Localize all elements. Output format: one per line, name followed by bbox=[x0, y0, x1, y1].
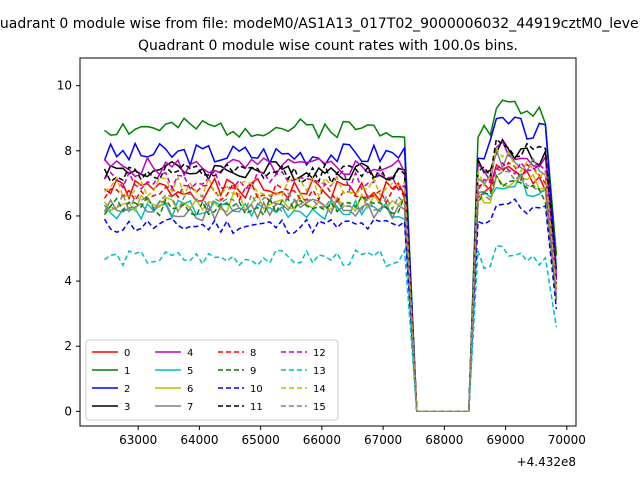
series-line-10 bbox=[103, 198, 558, 413]
legend-label-15: 15 bbox=[313, 402, 326, 413]
x-tick-label: 69000 bbox=[486, 433, 524, 447]
legend-label-13: 13 bbox=[313, 366, 326, 377]
series-line-13 bbox=[104, 244, 558, 413]
y-tick-label: 0 bbox=[64, 404, 72, 418]
series-line-12 bbox=[103, 161, 558, 413]
x-offset-label: +4.432e8 bbox=[517, 455, 576, 469]
legend-label-2: 2 bbox=[124, 384, 130, 395]
plot-area bbox=[103, 99, 558, 413]
legend-label-14: 14 bbox=[313, 384, 326, 395]
legend-label-3: 3 bbox=[124, 402, 130, 413]
x-tick-label: 67000 bbox=[364, 433, 402, 447]
legend-label-9: 9 bbox=[250, 366, 256, 377]
legend-label-7: 7 bbox=[187, 402, 193, 413]
y-tick-label: 10 bbox=[57, 79, 72, 93]
x-tick-label: 68000 bbox=[425, 433, 463, 447]
x-tick-label: 64000 bbox=[180, 433, 218, 447]
legend-label-4: 4 bbox=[187, 348, 193, 359]
chart-title: Quadrant 0 module wise count rates with … bbox=[138, 38, 518, 54]
series-line-3 bbox=[103, 138, 558, 413]
series-line-1 bbox=[104, 99, 558, 413]
legend-label-6: 6 bbox=[187, 384, 193, 395]
legend-label-0: 0 bbox=[124, 348, 130, 359]
legend-label-10: 10 bbox=[250, 384, 263, 395]
y-tick-label: 4 bbox=[64, 274, 72, 288]
legend-label-11: 11 bbox=[250, 402, 263, 413]
y-tick-label: 8 bbox=[64, 144, 72, 158]
x-tick-label: 70000 bbox=[548, 433, 586, 447]
legend-box bbox=[85, 339, 339, 421]
legend-label-1: 1 bbox=[124, 366, 130, 377]
legend-label-5: 5 bbox=[187, 366, 193, 377]
series-line-15 bbox=[104, 170, 558, 413]
series-line-14 bbox=[104, 147, 558, 413]
axis-ticks: 63000 64000 65000 66000 67000 68000 69000 70000… bbox=[57, 79, 586, 447]
x-tick-label: 65000 bbox=[242, 433, 280, 447]
x-tick-label: 63000 bbox=[119, 433, 157, 447]
axes-frame bbox=[79, 57, 577, 427]
series-line-11 bbox=[103, 137, 558, 413]
y-tick-label: 2 bbox=[64, 339, 72, 353]
figure-suptitle: Light curves for Quadrant 0 module wise … bbox=[0, 16, 640, 32]
legend-label-12: 12 bbox=[313, 348, 326, 359]
legend-label-8: 8 bbox=[250, 348, 256, 359]
x-tick-label: 66000 bbox=[303, 433, 341, 447]
y-tick-label: 6 bbox=[64, 209, 72, 223]
